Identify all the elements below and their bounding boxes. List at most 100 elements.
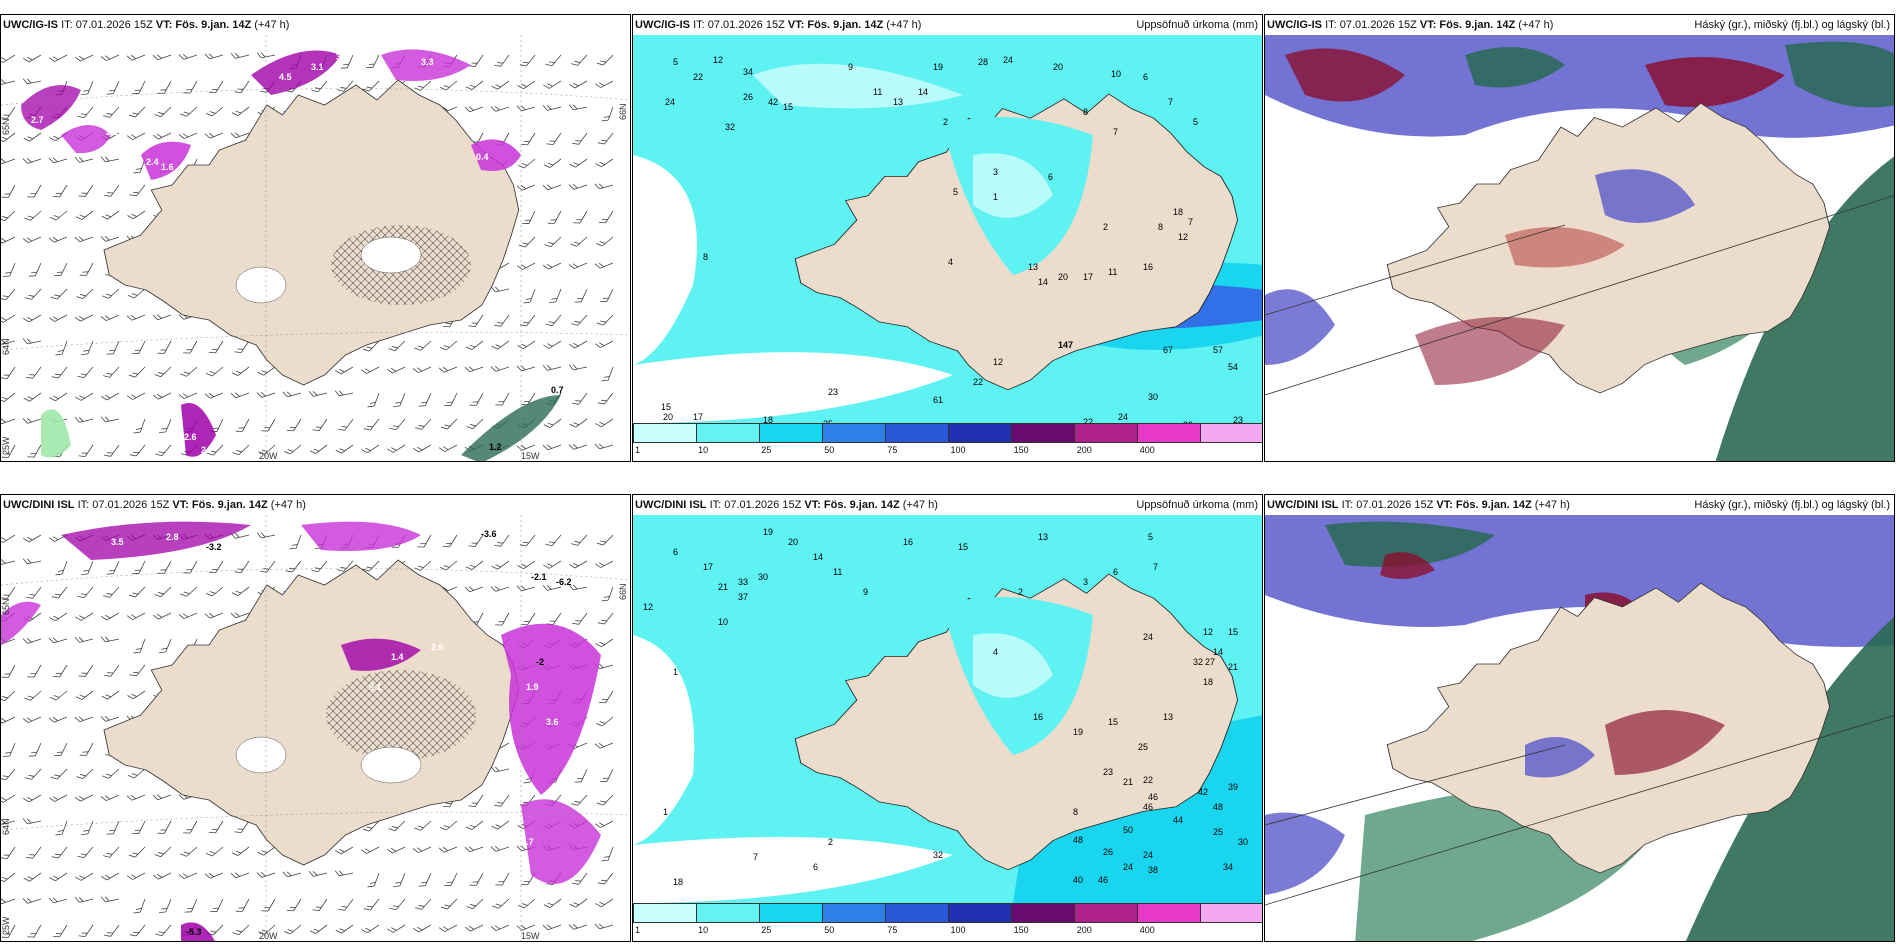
panel-header: UWC/IG-IS IT: 07.01.2026 15Z VT: Fös. 9.…	[633, 15, 1262, 35]
lat-label: 64N	[1, 818, 11, 835]
panel-header: UWC/IG-IS IT: 07.01.2026 15Z VT: Fös. 9.…	[1, 15, 630, 35]
svg-text:34: 34	[743, 67, 753, 77]
svg-text:48: 48	[1213, 802, 1223, 812]
precip-value: 1.4	[391, 652, 404, 662]
panel-title: Uppsöfnuð úrkoma (mm)	[1136, 19, 1258, 31]
map-panel-precip-igis: UWC/IG-IS IT: 07.01.2026 15Z VT: Fös. 9.…	[632, 14, 1263, 462]
svg-text:25: 25	[1213, 827, 1223, 837]
svg-text:4: 4	[993, 647, 998, 657]
legend-swatch	[697, 424, 760, 442]
svg-text:16: 16	[903, 537, 913, 547]
legend-swatch	[760, 904, 823, 922]
lat-label: 65N	[1, 118, 11, 135]
legend-swatch	[1138, 904, 1201, 922]
legend-swatch	[1075, 424, 1138, 442]
svg-text:32: 32	[725, 122, 735, 132]
svg-text:18: 18	[1203, 677, 1213, 687]
model-name: UWC/DINI ISL	[635, 499, 707, 511]
map-area[interactable]	[1265, 515, 1894, 941]
svg-text:8: 8	[703, 252, 708, 262]
legend-swatch	[1012, 904, 1075, 922]
svg-text:17: 17	[1083, 272, 1093, 282]
svg-text:39: 39	[1228, 782, 1238, 792]
svg-text:20: 20	[663, 412, 673, 422]
precip-legend: 1 10 25 50 75 100 150 200 400	[633, 901, 1262, 941]
legend-tick-label: 200	[1076, 925, 1092, 935]
svg-text:18: 18	[1173, 207, 1183, 217]
precip-value: -5.3	[186, 927, 202, 937]
map-area[interactable]: 5 12 22 24 34 42 32 26 15 20 23 9 11 13 …	[633, 35, 1262, 423]
svg-text:6: 6	[1143, 72, 1148, 82]
legend-tick-label: 100	[950, 925, 966, 935]
svg-text:8: 8	[1158, 222, 1163, 232]
svg-text:25: 25	[1158, 422, 1168, 423]
svg-text:15: 15	[1228, 627, 1238, 637]
legend-swatch	[697, 904, 760, 922]
lon-label: 20W	[259, 931, 278, 941]
svg-text:12: 12	[1203, 627, 1213, 637]
svg-text:16: 16	[1143, 262, 1153, 272]
svg-text:7: 7	[753, 852, 758, 862]
svg-text:1: 1	[993, 192, 998, 202]
svg-text:14: 14	[918, 87, 928, 97]
map-area[interactable]: 3.5 2.8 -3.2 2.2 2.6 -3.6 2.5 -2.1 -6.2 …	[1, 515, 630, 941]
map-panel-clouds-dini: UWC/DINI ISL IT: 07.01.2026 15Z VT: Fös.…	[1264, 494, 1895, 942]
svg-text:67: 67	[1163, 345, 1173, 355]
map-area[interactable]	[1265, 35, 1894, 461]
valid-time: Fös. 9.jan. 14Z	[823, 499, 900, 511]
svg-text:11: 11	[1108, 267, 1117, 277]
precip-value: 4.5	[279, 72, 292, 82]
legend-swatch	[886, 424, 949, 442]
precip-value: -6.2	[556, 577, 572, 587]
map-area[interactable]: 19 20 17 6 30 21 33 37 10 12 14 16 15 13…	[633, 515, 1262, 903]
svg-text:20: 20	[1053, 62, 1063, 72]
panel-title: Háský (gr.), miðský (fj.bl.) og lágský (…	[1694, 499, 1890, 511]
panel-header: UWC/DINI ISL IT: 07.01.2026 15Z VT: Fös.…	[1265, 495, 1894, 515]
svg-text:13: 13	[1028, 262, 1038, 272]
init-time: IT: 07.01.2026 15Z	[1325, 19, 1417, 31]
svg-text:7: 7	[1188, 217, 1193, 227]
legend-tick-label: 10	[698, 925, 709, 935]
legend-tick-label: 150	[1013, 445, 1029, 455]
svg-text:11: 11	[833, 567, 842, 577]
lat-label: 66N	[618, 583, 628, 600]
precip-value: 0.7	[521, 837, 534, 847]
svg-text:20: 20	[663, 422, 673, 423]
precip-legend: 1 10 25 50 75 100 150 200 400	[633, 421, 1262, 461]
legend-swatch	[1201, 424, 1262, 442]
svg-text:25: 25	[1138, 742, 1148, 752]
map-area[interactable]: 2.7 4.5 3.1 3.6 2.2 0.4 2.4 1.8 2.6 2.2 …	[1, 35, 630, 461]
legend-tick-label: 50	[824, 445, 835, 455]
legend-tick-label: 400	[1139, 445, 1155, 455]
legend-swatch	[823, 904, 886, 922]
svg-text:26: 26	[1183, 420, 1193, 423]
svg-text:24: 24	[1143, 632, 1153, 642]
precip-value: 3.5	[111, 537, 124, 547]
panel-header: UWC/DINI ISL IT: 07.01.2026 15Z VT: Fös.…	[1, 495, 630, 515]
precip-value: -3.6	[481, 529, 497, 539]
legend-tick-label: 100	[950, 445, 966, 455]
svg-text:5: 5	[1148, 532, 1153, 542]
model-name: UWC/IG-IS	[3, 19, 58, 31]
svg-text:21: 21	[1228, 662, 1238, 672]
valid-time: Fös. 9.jan. 14Z	[807, 19, 884, 31]
svg-text:147: 147	[1058, 340, 1073, 350]
precip-value: 2.7	[31, 115, 44, 125]
svg-text:57: 57	[1213, 345, 1223, 355]
svg-text:37: 37	[738, 592, 748, 602]
svg-text:32: 32	[1193, 657, 1203, 667]
legend-swatch	[634, 424, 697, 442]
legend-tick-label: 1	[635, 925, 641, 935]
svg-text:24: 24	[1123, 862, 1133, 872]
svg-text:48: 48	[1073, 835, 1083, 845]
map-panel-clouds-igis: UWC/IG-IS IT: 07.01.2026 15Z VT: Fös. 9.…	[1264, 14, 1895, 462]
legend-tick-label: 75	[887, 925, 898, 935]
lead-time: (+47 h)	[1518, 19, 1554, 31]
legend-tick-label: 75	[887, 445, 898, 455]
legend-tick-label: 400	[1139, 925, 1155, 935]
valid-time-label: VT:	[1419, 19, 1437, 31]
legend-tick-label: 25	[761, 445, 772, 455]
svg-text:12: 12	[713, 55, 723, 65]
valid-time-label: VT:	[804, 499, 821, 511]
svg-text:30: 30	[1148, 392, 1158, 402]
